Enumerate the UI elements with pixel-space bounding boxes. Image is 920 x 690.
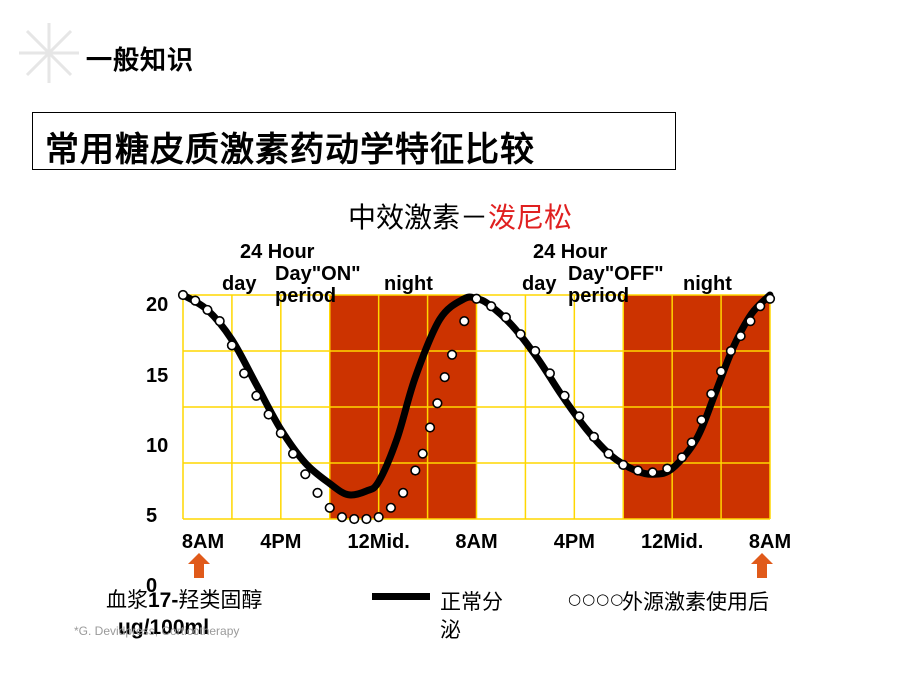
- on-period-label-1: Day"ON": [275, 263, 361, 285]
- off-period-label-2: period: [568, 285, 630, 307]
- legend-dots-symbol: ○○○○: [568, 590, 625, 608]
- exogenous-point-43: [696, 414, 707, 426]
- subtitle-drug: 泼尼松: [488, 201, 573, 234]
- x-tick-label-1: 8AM: [182, 531, 224, 553]
- subtitle-prefix: 中效激素－: [347, 201, 488, 234]
- exogenous-point-10: [287, 448, 299, 459]
- y-axis-unit: ug/100ml: [118, 616, 210, 639]
- exogenous-point-37: [618, 459, 629, 470]
- exogenous-point-40: [662, 463, 673, 474]
- legend-exogenous-label: 外源激素使用后: [622, 590, 769, 614]
- exogenous-point-33: [559, 390, 570, 401]
- exogenous-point-34: [574, 411, 585, 422]
- section-label: 一般知识: [86, 46, 195, 76]
- exogenous-point-50: [764, 293, 776, 304]
- legend-normal-label: 正常分泌: [440, 590, 503, 642]
- exogenous-point-18: [385, 502, 396, 513]
- main-title: 常用糖皮质激素药动学特征比较: [45, 130, 535, 170]
- exogenous-point-36: [603, 448, 614, 459]
- on-header-label: 24 Hour: [240, 241, 315, 263]
- day-label-1: day: [222, 273, 257, 295]
- x-tick-label-5: 4PM: [554, 531, 595, 553]
- exogenous-point-13: [324, 502, 335, 513]
- exogenous-point-11: [300, 469, 311, 480]
- exogenous-point-4: [214, 316, 225, 327]
- x-tick-label-7: 8AM: [749, 531, 791, 553]
- x-tick-label-6: 12Mid.: [641, 531, 703, 553]
- decorative-star-icon: [19, 23, 79, 83]
- exogenous-point-14: [336, 512, 348, 523]
- x-tick-label-4: 8AM: [455, 531, 497, 553]
- exogenous-point-27: [471, 293, 482, 304]
- exogenous-point-28: [486, 301, 497, 312]
- exogenous-point-19: [398, 487, 409, 498]
- exogenous-point-47: [735, 330, 746, 342]
- exogenous-point-8: [263, 409, 274, 420]
- exogenous-point-17: [373, 512, 384, 523]
- ylabel-suffix: 羟类固醇: [178, 588, 263, 612]
- legend-normal-line: [372, 593, 430, 600]
- title-box: 常用糖皮质激素药动学特征比较: [32, 112, 676, 170]
- exogenous-point-22: [424, 422, 436, 433]
- exogenous-point-45: [715, 366, 727, 377]
- exogenous-point-32: [544, 368, 555, 379]
- ylabel-bold: 17-: [148, 589, 179, 612]
- off-header-label: 24 Hour: [533, 241, 608, 263]
- exogenous-point-5: [226, 340, 238, 351]
- exogenous-point-6: [239, 368, 250, 379]
- night-label-1: night: [384, 273, 433, 295]
- exogenous-point-24: [439, 372, 450, 383]
- exogenous-point-26: [459, 316, 470, 327]
- exogenous-point-23: [432, 398, 443, 409]
- exogenous-point-42: [686, 437, 697, 448]
- exogenous-point-20: [410, 465, 421, 476]
- exogenous-point-2: [190, 295, 201, 306]
- exogenous-point-9: [275, 428, 286, 439]
- exogenous-point-44: [706, 388, 717, 400]
- y-tick-label-15: 15: [146, 365, 168, 387]
- off-period-label-1: Day"OFF": [568, 263, 664, 285]
- x-tick-label-2: 4PM: [260, 531, 301, 553]
- exogenous-point-16: [361, 513, 372, 525]
- y-tick-label-10: 10: [146, 435, 168, 457]
- exogenous-point-39: [647, 467, 658, 478]
- day-label-2: day: [522, 273, 557, 295]
- ylabel-prefix: 血浆: [106, 588, 148, 612]
- exogenous-point-30: [515, 329, 526, 340]
- on-period-label-2: period: [275, 285, 337, 307]
- night-label-2: night: [683, 273, 732, 295]
- exogenous-point-1: [177, 289, 189, 301]
- exogenous-point-7: [251, 390, 262, 401]
- y-tick-label-20: 20: [146, 294, 168, 316]
- exogenous-point-12: [312, 487, 323, 498]
- x-tick-label-3: 12Mid.: [348, 531, 410, 553]
- exogenous-point-3: [202, 304, 213, 316]
- arrow-up-icon-left: [188, 553, 210, 578]
- exogenous-point-48: [745, 316, 756, 327]
- exogenous-point-29: [500, 312, 511, 323]
- exogenous-point-25: [446, 349, 458, 360]
- exogenous-point-46: [725, 345, 736, 357]
- exogenous-point-21: [417, 448, 428, 459]
- exogenous-point-35: [588, 431, 600, 442]
- y-tick-label-0: 0: [146, 575, 157, 597]
- exogenous-point-31: [530, 345, 541, 357]
- exogenous-point-41: [676, 452, 688, 463]
- source-citation: *G. Devidpress, Corticotherapy: [74, 624, 240, 638]
- arrow-up-icon-right: [751, 553, 773, 578]
- y-axis-label: 血浆17-羟类固醇: [106, 586, 262, 615]
- y-tick-label-5: 5: [146, 505, 157, 527]
- exogenous-point-38: [632, 465, 644, 476]
- chart-subtitle: 中效激素－泼尼松: [0, 196, 920, 236]
- exogenous-point-49: [755, 301, 766, 312]
- exogenous-point-15: [349, 513, 360, 525]
